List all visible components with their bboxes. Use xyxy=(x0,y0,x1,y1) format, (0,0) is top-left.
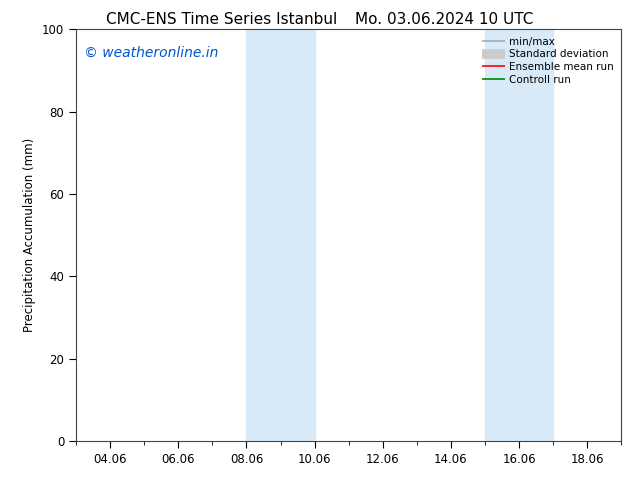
Legend: min/max, Standard deviation, Ensemble mean run, Controll run: min/max, Standard deviation, Ensemble me… xyxy=(478,32,618,89)
Text: © weatheronline.in: © weatheronline.in xyxy=(84,46,219,60)
Text: Mo. 03.06.2024 10 UTC: Mo. 03.06.2024 10 UTC xyxy=(354,12,533,27)
Bar xyxy=(485,29,553,441)
Bar xyxy=(247,29,314,441)
Text: CMC-ENS Time Series Istanbul: CMC-ENS Time Series Istanbul xyxy=(107,12,337,27)
Y-axis label: Precipitation Accumulation (mm): Precipitation Accumulation (mm) xyxy=(23,138,37,332)
